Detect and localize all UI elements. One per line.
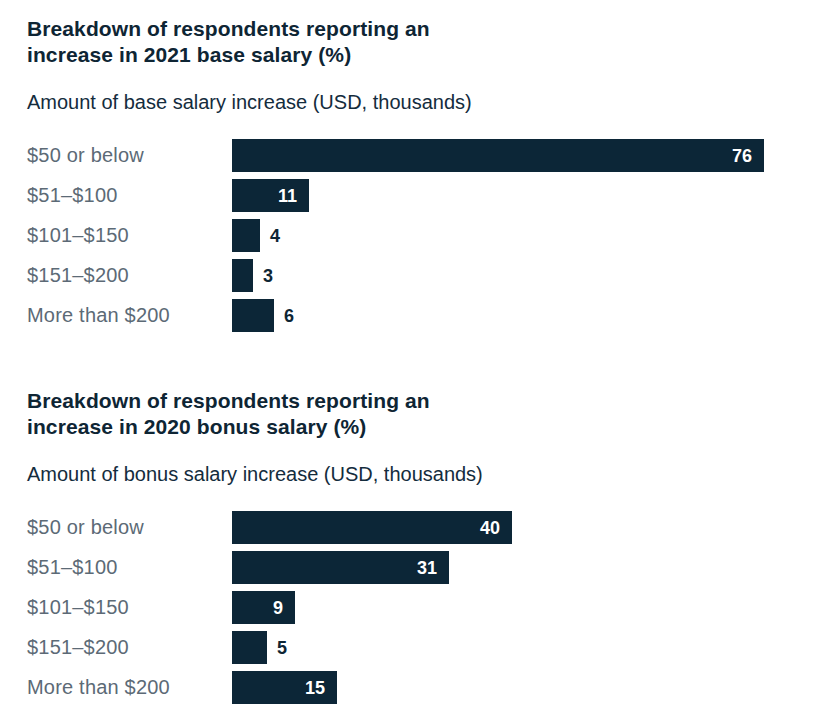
bar-area: 40 [232,511,790,544]
value-label: 40 [480,519,500,537]
chart-section-2020-bonus-salary: Breakdown of respondents reporting an in… [27,388,790,704]
bar: 15 [232,671,337,704]
value-label: 76 [732,147,752,165]
category-label: More than $200 [27,304,232,327]
bar-area: 76 [232,139,790,172]
chart-row: $101–$150 4 [27,219,790,252]
chart-subtitle-bonus-salary: Amount of bonus salary increase (USD, th… [27,462,790,486]
bar-area: 6 [232,299,790,332]
bar-area: 31 [232,551,790,584]
value-label: 5 [277,639,287,657]
chart-subtitle-base-salary: Amount of base salary increase (USD, tho… [27,90,790,114]
salary-infographic: Breakdown of respondents reporting an in… [0,0,820,704]
bar: 11 [232,179,309,212]
chart-row: More than $200 6 [27,299,790,332]
bar [232,299,274,332]
bar-area: 4 [232,219,790,252]
bar-area: 15 [232,671,790,704]
category-label: $50 or below [27,144,232,167]
bar-area: 11 [232,179,790,212]
chart-title-bonus-salary: Breakdown of respondents reporting an in… [27,388,437,440]
value-label: 15 [305,679,325,697]
chart-row: $51–$100 11 [27,179,790,212]
chart-row: $151–$200 3 [27,259,790,292]
bar-area: 5 [232,631,790,664]
bar: 9 [232,591,295,624]
category-label: $151–$200 [27,264,232,287]
bar: 40 [232,511,512,544]
bar [232,219,260,252]
bar-chart-base-salary: $50 or below 76 $51–$100 11 $101–$150 4 $151–$… [27,139,790,332]
category-label: $151–$200 [27,636,232,659]
bar-area: 9 [232,591,790,624]
value-label: 4 [270,227,280,245]
bar: 31 [232,551,449,584]
chart-row: $101–$150 9 [27,591,790,624]
category-label: $51–$100 [27,556,232,579]
category-label: $101–$150 [27,224,232,247]
chart-title-base-salary: Breakdown of respondents reporting an in… [27,16,437,68]
chart-row: More than $200 15 [27,671,790,704]
chart-section-2021-base-salary: Breakdown of respondents reporting an in… [27,16,790,332]
bar [232,631,267,664]
category-label: More than $200 [27,676,232,699]
category-label: $51–$100 [27,184,232,207]
value-label: 3 [263,267,273,285]
bar-chart-bonus-salary: $50 or below 40 $51–$100 31 $101–$150 9 $151–$… [27,511,790,704]
chart-row: $50 or below 40 [27,511,790,544]
category-label: $101–$150 [27,596,232,619]
chart-row: $51–$100 31 [27,551,790,584]
bar-area: 3 [232,259,790,292]
value-label: 31 [417,559,437,577]
value-label: 11 [278,187,297,205]
chart-row: $50 or below 76 [27,139,790,172]
value-label: 6 [284,307,294,325]
category-label: $50 or below [27,516,232,539]
chart-row: $151–$200 5 [27,631,790,664]
bar [232,259,253,292]
bar: 76 [232,139,764,172]
value-label: 9 [273,599,283,617]
